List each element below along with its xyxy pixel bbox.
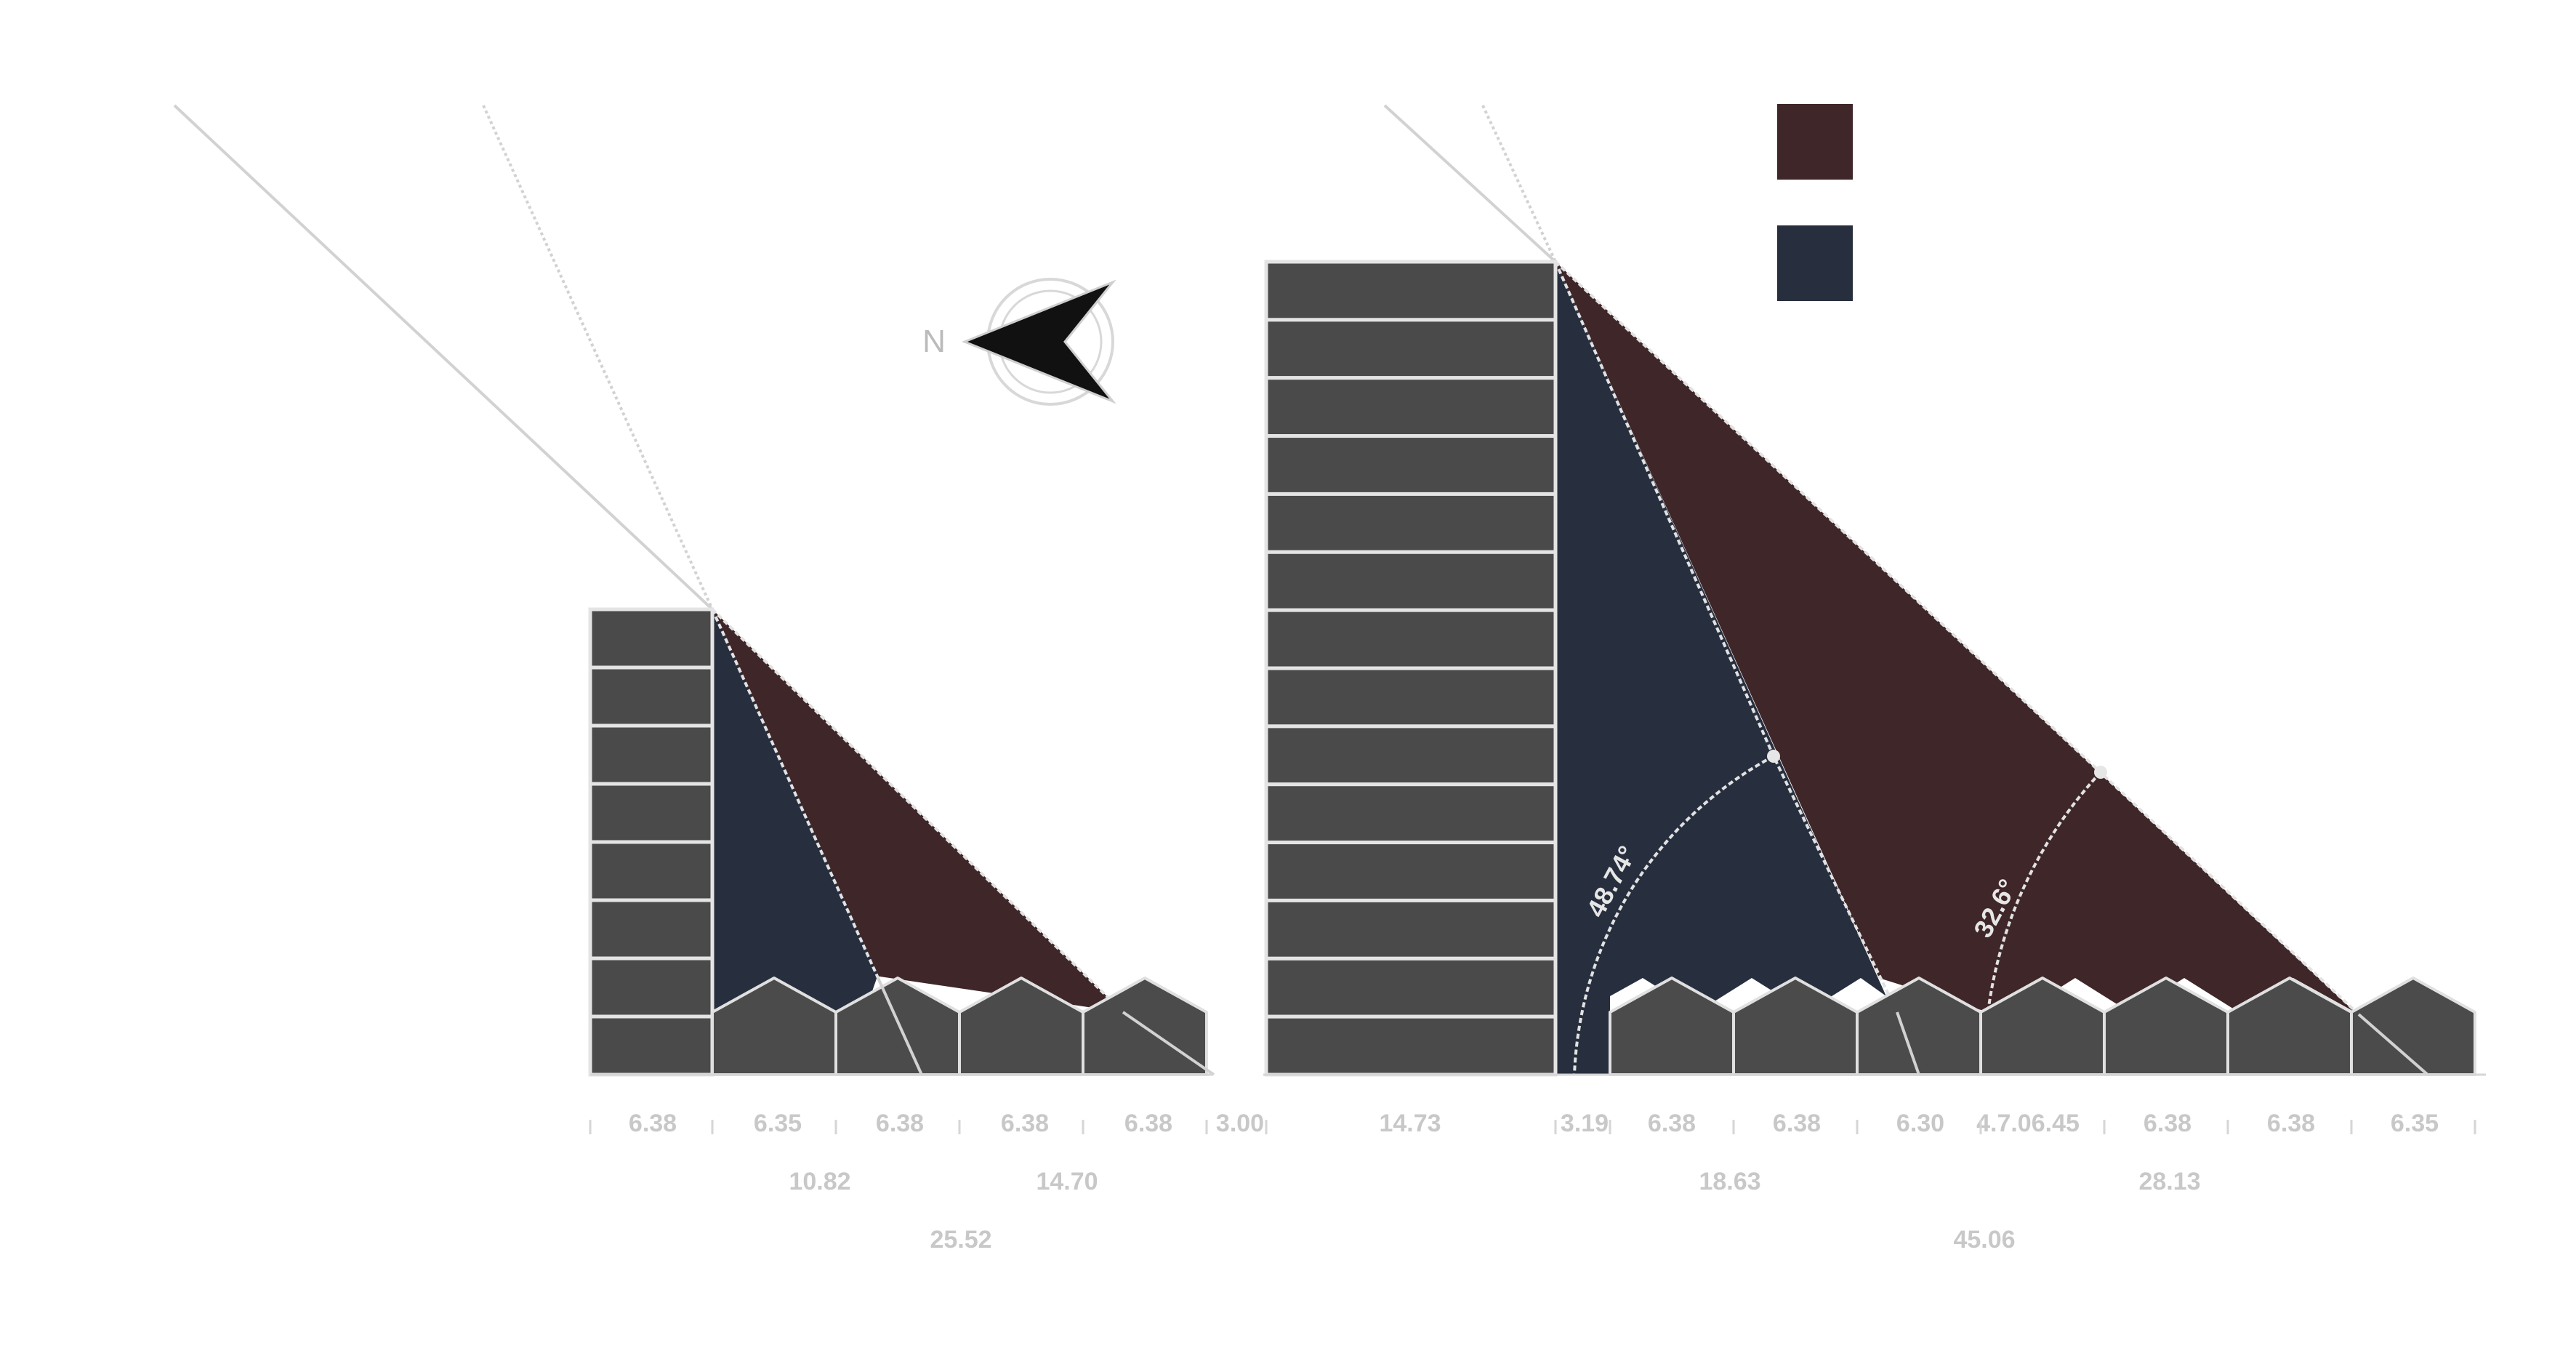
building-floor xyxy=(1264,550,1558,612)
dim-right-1: 14.73 xyxy=(1379,1110,1441,1137)
building-floor xyxy=(1264,318,1558,380)
building-floor xyxy=(1264,782,1558,845)
building-floor xyxy=(1264,841,1558,902)
building-floor xyxy=(588,723,715,786)
building-floor xyxy=(588,665,715,728)
sun-ray-low xyxy=(482,105,714,610)
shadow-trace-left-2 xyxy=(1122,1011,1215,1076)
dim-right-total: 45.06 xyxy=(1953,1226,2015,1254)
dim-right-8: 6.38 xyxy=(2267,1110,2315,1137)
angle-marker-2 xyxy=(2094,766,2107,779)
building-left xyxy=(588,607,715,1077)
left-section: 6.38 6.35 6.38 6.38 6.38 3.00 10.82 14.7… xyxy=(173,104,1264,1254)
angle-marker-1 xyxy=(1767,750,1780,763)
building-floor xyxy=(1264,376,1558,438)
building-floor xyxy=(1264,1014,1558,1077)
house-profile xyxy=(1732,977,1859,1076)
shadow-trace-right-2 xyxy=(2357,1013,2429,1076)
dim-right-sub-1: 18.63 xyxy=(1699,1168,1760,1195)
dim-left-5: 6.38 xyxy=(1124,1110,1172,1137)
building-floor xyxy=(588,898,715,961)
dim-right-5: 6.30 xyxy=(1896,1110,1944,1137)
angle-arc-2 xyxy=(1987,771,2102,1013)
sun-ray-high-right xyxy=(1383,104,1557,263)
dim-right-sub-2: 28.13 xyxy=(2138,1168,2200,1195)
legend-swatch-dark-red xyxy=(1777,104,1853,180)
shadow-zone-navy-right xyxy=(1555,262,1886,1075)
shadow-trace-left xyxy=(877,977,923,1075)
shadow-zone-navy xyxy=(712,609,878,1012)
building-right xyxy=(1264,260,1558,1077)
building-floor xyxy=(1264,724,1558,787)
legend xyxy=(1777,104,1853,301)
building-floor xyxy=(1264,608,1558,670)
dim-left-2: 6.35 xyxy=(754,1110,802,1137)
shadow-edge-low xyxy=(711,609,880,979)
houses-right xyxy=(1609,977,2476,1076)
legend-swatch-navy xyxy=(1777,225,1853,301)
houses-left xyxy=(711,977,1208,1076)
building-floor xyxy=(588,607,715,670)
building-floor xyxy=(588,1014,715,1077)
shadow-trace-right xyxy=(1896,1011,1920,1075)
building-floor xyxy=(1264,492,1558,554)
dim-left-3: 6.38 xyxy=(876,1110,924,1137)
north-label: N xyxy=(922,324,946,359)
building-floor xyxy=(1264,956,1558,1019)
sun-ray-low-right xyxy=(1481,105,1557,262)
dim-left-sub-2: 14.70 xyxy=(1036,1168,1098,1195)
dimension-ticks xyxy=(589,1120,2476,1134)
dim-left-6: 3.00 xyxy=(1216,1110,1264,1137)
building-floor xyxy=(1264,434,1558,496)
dim-left-1: 6.38 xyxy=(629,1110,677,1137)
dim-left-4: 6.38 xyxy=(1001,1110,1049,1137)
building-floor xyxy=(1264,260,1558,322)
sun-ray-high xyxy=(173,104,714,611)
shadow-zone-dark-red xyxy=(712,609,1123,1012)
building-floor xyxy=(588,956,715,1019)
building-floor xyxy=(1264,898,1558,961)
dim-left-sub-1: 10.82 xyxy=(789,1168,850,1195)
building-floor xyxy=(588,782,715,844)
dim-right-2: 3.19 xyxy=(1561,1110,1609,1137)
dim-left-total: 25.52 xyxy=(930,1226,991,1254)
building-floor xyxy=(588,840,715,902)
right-section: 48.74° 32.6° 14.73 3.19 6.38 6.38 6.30 4… xyxy=(1263,104,2486,1254)
dim-right-3: 6.38 xyxy=(1648,1110,1696,1137)
dim-right-9: 6.35 xyxy=(2391,1110,2439,1137)
dim-right-6: 4.7.06.45 xyxy=(1976,1110,2080,1137)
dim-right-4: 6.38 xyxy=(1773,1110,1821,1137)
angle-arc-1 xyxy=(1573,755,1774,1075)
dim-right-7: 6.38 xyxy=(2144,1110,2191,1137)
building-floor xyxy=(1264,666,1558,729)
north-arrow-icon: N xyxy=(922,278,1116,406)
